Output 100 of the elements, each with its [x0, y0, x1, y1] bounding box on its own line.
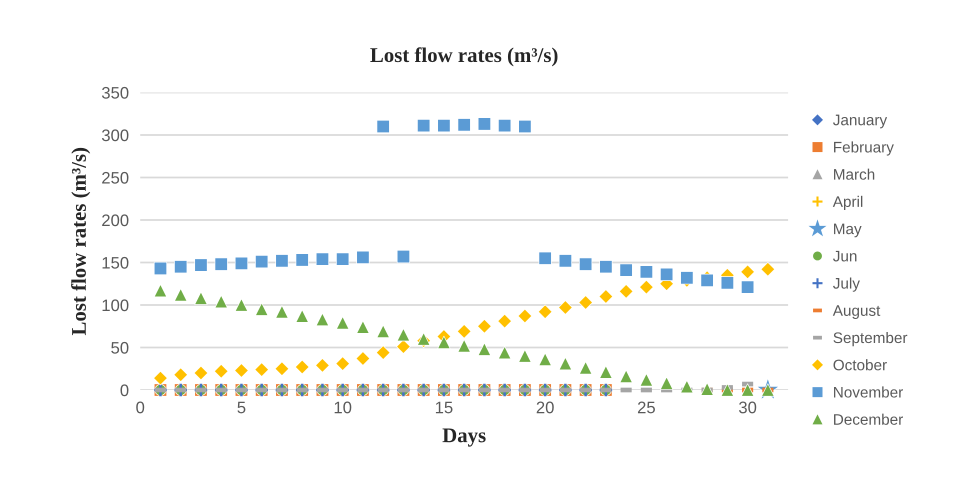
point [274, 362, 290, 376]
point [578, 295, 593, 310]
point [154, 262, 168, 276]
point [700, 274, 714, 287]
y-tick-label: 250 [102, 172, 128, 184]
point [498, 346, 512, 360]
point [437, 336, 451, 349]
point [396, 339, 411, 354]
point [316, 252, 330, 266]
point [740, 264, 755, 280]
point [599, 366, 612, 379]
point [538, 352, 552, 366]
point [700, 382, 714, 396]
legend-label: April [832, 196, 862, 210]
point [336, 252, 350, 266]
point [741, 383, 754, 397]
point [275, 254, 289, 268]
point [234, 298, 248, 312]
point [478, 342, 492, 356]
point [234, 363, 249, 378]
point [174, 260, 188, 274]
point [294, 360, 310, 374]
point [154, 284, 168, 298]
legend-label: October [834, 359, 887, 370]
x-tick-label: 0 [136, 402, 144, 414]
point [558, 254, 572, 268]
point [598, 289, 614, 304]
point [315, 358, 330, 373]
point [518, 308, 532, 324]
point [720, 383, 734, 397]
point [174, 288, 188, 302]
point [214, 295, 228, 308]
point [579, 361, 592, 374]
y-tick-label: 350 [102, 86, 128, 99]
point [153, 370, 168, 386]
point [538, 252, 552, 265]
point [720, 276, 734, 290]
x-tick-label: 15 [436, 402, 452, 414]
point [620, 264, 633, 277]
point [437, 119, 451, 132]
legend-label: August [832, 305, 880, 319]
point [336, 316, 350, 330]
y-axis-title: Lost flow rates (m³/s) [71, 148, 90, 336]
point [316, 312, 330, 326]
legend-label: July [833, 277, 860, 292]
point [599, 260, 612, 274]
point [335, 356, 350, 371]
point [396, 250, 410, 264]
point [376, 120, 390, 134]
point [478, 117, 492, 131]
point [356, 351, 370, 366]
point [498, 119, 512, 132]
point [254, 362, 269, 377]
x-tick-label: 30 [738, 402, 756, 414]
point [639, 280, 654, 294]
y-tick-label: 300 [102, 129, 128, 142]
point [194, 292, 208, 305]
point [356, 320, 370, 334]
legend-label: January [833, 114, 888, 128]
point [741, 280, 754, 294]
x-tick-label: 20 [536, 402, 554, 414]
point [376, 324, 390, 338]
point [640, 265, 653, 278]
point [458, 118, 471, 132]
legend-label: September [833, 332, 908, 346]
point [396, 328, 410, 342]
point [376, 345, 390, 360]
point [518, 349, 532, 363]
point [660, 376, 674, 390]
y-tick-label: 100 [102, 299, 128, 312]
point [458, 339, 471, 352]
point [194, 366, 208, 380]
point [660, 268, 674, 281]
point [618, 284, 634, 299]
point [255, 255, 268, 268]
point [497, 314, 512, 328]
point [173, 367, 188, 382]
legend-label: May [834, 224, 862, 238]
chart-title: Lost flow rates (m³/s) [370, 47, 558, 66]
legend-label: February [834, 141, 894, 156]
legend-label: November [834, 386, 903, 398]
point [255, 302, 268, 316]
point [680, 271, 694, 284]
point [234, 256, 248, 270]
point [194, 258, 208, 272]
x-tick-label: 5 [237, 402, 246, 414]
point [296, 309, 309, 323]
x-tick-label: 10 [334, 402, 352, 414]
point [558, 300, 573, 315]
point [558, 357, 572, 370]
y-tick-label: 200 [102, 214, 128, 226]
y-tick-label: 0 [120, 384, 128, 396]
legend-label: March [834, 168, 874, 180]
point [417, 119, 430, 132]
point [640, 373, 653, 386]
legend-label: December [834, 414, 903, 425]
point [296, 253, 309, 267]
point [538, 304, 552, 320]
point [214, 258, 228, 271]
point [477, 319, 492, 334]
